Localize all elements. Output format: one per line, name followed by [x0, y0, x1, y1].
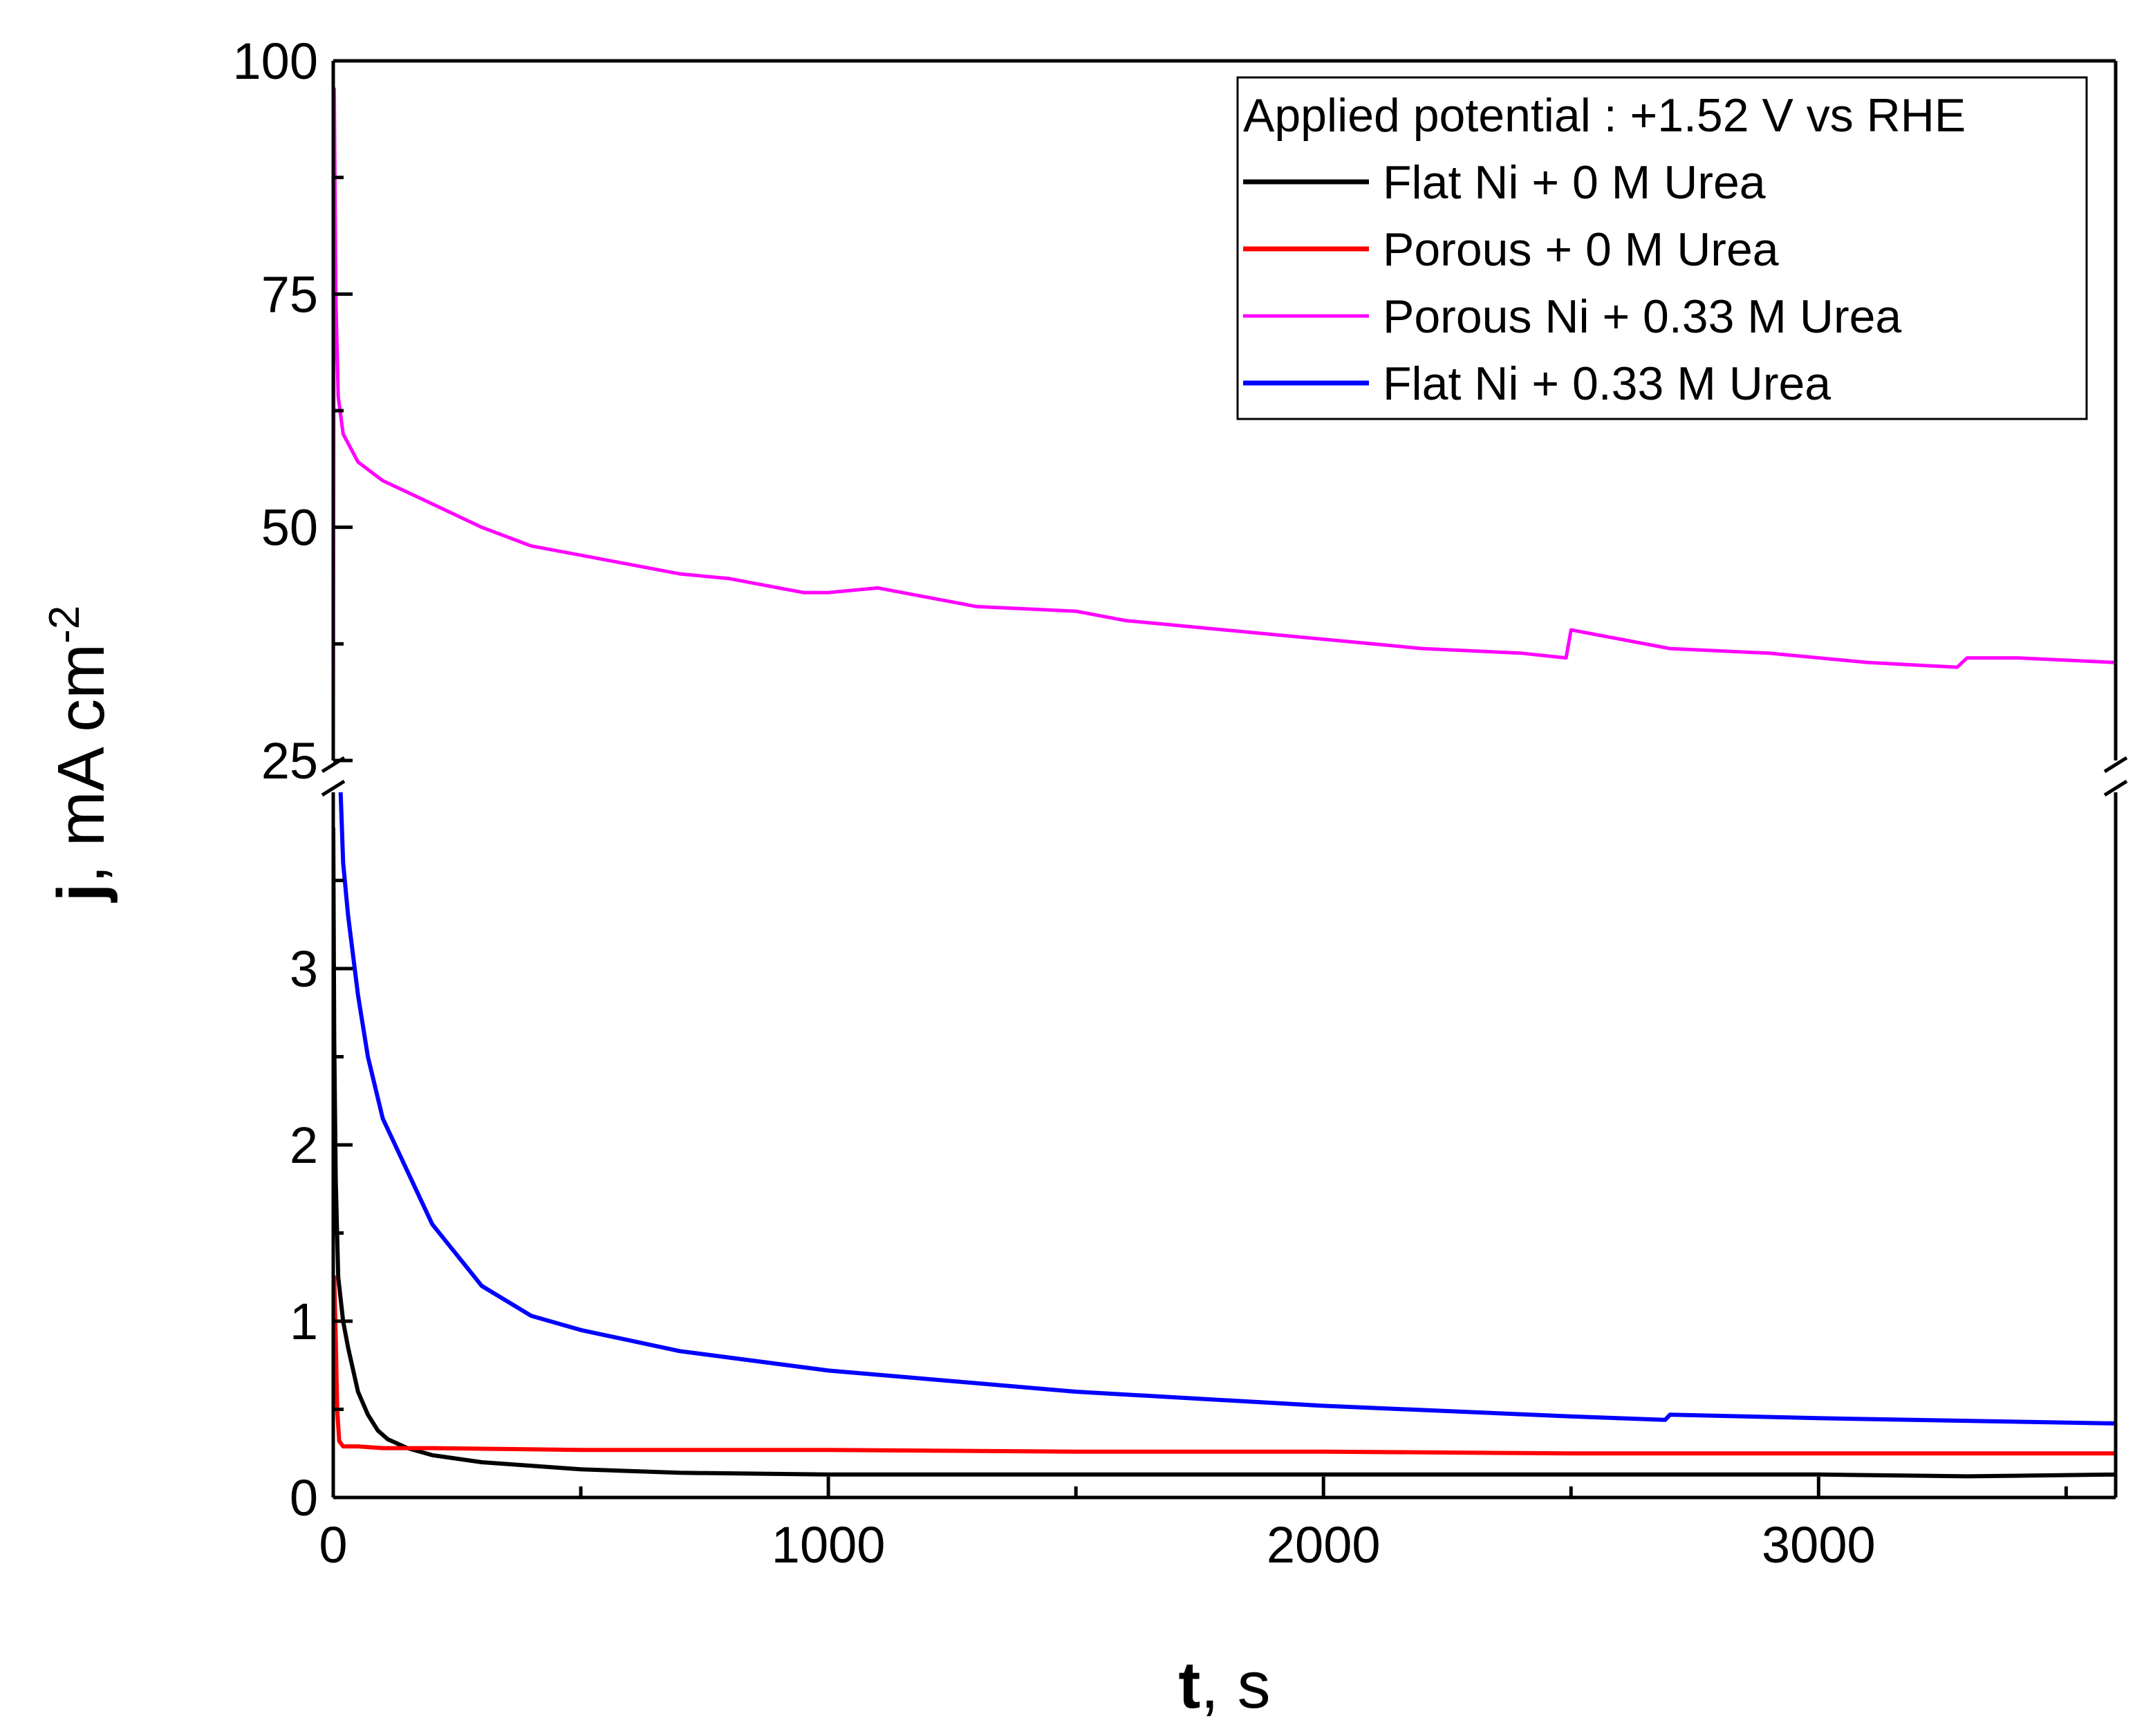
x-tick-label-3000: 3000	[1762, 1516, 1876, 1574]
y-tick-label-2: 2	[290, 1117, 318, 1174]
y-axis-title: j, mA cm-2	[41, 606, 118, 904]
axis-break-mark-right-1	[2103, 756, 2128, 774]
y-tick-label-100: 100	[233, 32, 318, 90]
x-axis-symbol: t	[1178, 1648, 1200, 1722]
y-tick-label-25: 25	[261, 732, 318, 790]
legend-label-1: Flat Ni + 0 M Urea	[1383, 156, 1766, 209]
series-layer	[333, 87, 2116, 1479]
y-tick-label-1: 1	[290, 1293, 318, 1350]
series-line-3	[333, 87, 2116, 752]
series-line-4	[338, 792, 2116, 1426]
y-tick-label-50: 50	[261, 499, 318, 557]
axis-break-mark-right-2	[2103, 779, 2128, 797]
legend-box	[1236, 76, 2088, 420]
legend-label-2: Porous + 0 M Urea	[1383, 223, 1779, 276]
legend-label-4: Flat Ni + 0.33 M Urea	[1383, 357, 1831, 410]
x-tick-label-0: 0	[319, 1516, 347, 1574]
x-tick-label-2000: 2000	[1267, 1516, 1381, 1574]
y-axis-unit: , mA cm	[44, 644, 118, 884]
series-line-1	[333, 827, 2116, 1479]
y-axis-symbol: j	[44, 884, 118, 904]
legend-title: Applied potential : +1.52 V vs RHE	[1243, 89, 1966, 142]
series-line-2	[333, 1275, 2116, 1456]
axis-break-mark-left-2	[321, 779, 346, 797]
y-tick-label-0: 0	[290, 1469, 318, 1527]
y-tick-label-75: 75	[261, 265, 318, 323]
legend: Applied potential : +1.52 V vs RHE Flat N…	[1236, 76, 2088, 420]
x-axis-title: t, s	[1178, 1648, 1270, 1722]
axes-layer: 0 1000 2000 3000 0 1 2 3 25 50 75 100	[233, 32, 2128, 1574]
x-tick-label-1000: 1000	[772, 1516, 886, 1574]
legend-label-3: Porous Ni + 0.33 M Urea	[1383, 290, 1901, 343]
y-axis-superscript: -2	[41, 606, 88, 644]
y-tick-label-3: 3	[290, 940, 318, 998]
x-axis-unit: , s	[1200, 1648, 1270, 1722]
